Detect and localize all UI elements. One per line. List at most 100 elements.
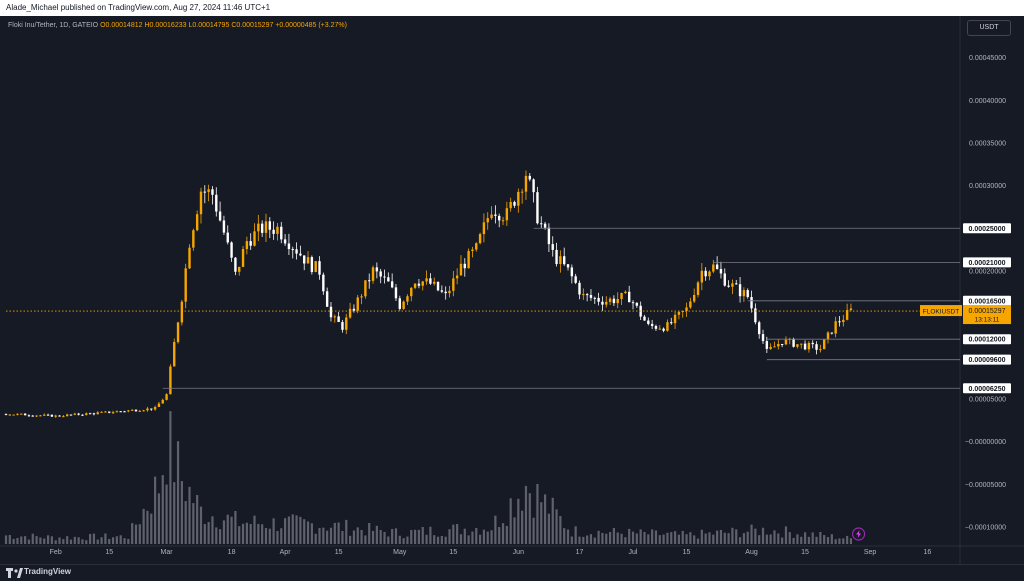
candle-body (471, 249, 474, 252)
candle-body (455, 275, 459, 279)
candle-body (268, 221, 272, 230)
volume-bar (670, 532, 673, 544)
level-label-box (963, 354, 1011, 365)
candle-body (108, 411, 111, 413)
volume-bar (299, 516, 302, 544)
volume-bar (295, 515, 298, 544)
candle-body (681, 310, 684, 312)
candle-body (773, 346, 776, 348)
volume-bar (280, 528, 283, 544)
volume-bar (773, 530, 776, 544)
countdown-label: 13:13:11 (975, 317, 1000, 324)
candle-body (406, 296, 409, 302)
volume-bar (704, 533, 707, 544)
price-chart[interactable]: 0.00045000 0.00040000 0.00035000 0.00030000… (0, 16, 1024, 564)
y-tick-label: 0.00035000 (969, 140, 1006, 147)
candle-body (379, 271, 382, 277)
volume-bar (138, 524, 141, 544)
x-tick-label: May (393, 549, 407, 556)
volume-bar (230, 516, 233, 544)
volume-bar (536, 483, 539, 544)
volume-bar (272, 518, 275, 544)
candle-body (394, 287, 398, 299)
legend-high: H0.00016233 (144, 22, 187, 29)
volume-bar (157, 493, 161, 544)
candle-body (490, 214, 493, 219)
volume-bar (150, 513, 153, 544)
candle-body (757, 322, 761, 335)
candle-body (509, 201, 512, 209)
candle-body (222, 220, 226, 233)
level-label-box (963, 223, 1011, 234)
volume-bar (459, 534, 463, 544)
volume-bar (406, 536, 409, 544)
volume-bar (735, 529, 738, 544)
volume-bar (111, 537, 115, 544)
chart-panel[interactable]: 0.00045000 0.00040000 0.00035000 0.00030000… (0, 16, 1024, 564)
volume-bar (708, 532, 711, 544)
candle-body (31, 415, 34, 417)
volume-bar (69, 539, 73, 544)
candle-body (161, 399, 164, 404)
volume-bar (452, 524, 455, 544)
volume-bar (123, 538, 126, 544)
level-label: 0.00009600 (969, 357, 1006, 364)
candle-body (467, 251, 470, 269)
volume-bar (203, 524, 206, 544)
candle-body (333, 316, 337, 318)
candle-body (16, 413, 19, 415)
candle-body (513, 201, 516, 206)
volume-bar (543, 494, 547, 544)
volume-bar (394, 528, 398, 544)
candle-body (226, 232, 229, 243)
volume-bar (823, 535, 826, 544)
candle-body (459, 263, 463, 276)
candle-body (501, 220, 505, 222)
candle-body (605, 301, 608, 305)
volume-bar (456, 524, 459, 544)
level-label: 0.00006250 (969, 386, 1006, 393)
candle-body (796, 344, 799, 347)
candle-body (448, 290, 451, 294)
candle-body (838, 321, 841, 323)
candle-body (73, 413, 77, 415)
candle-body (96, 412, 99, 415)
volume-bar (555, 509, 558, 544)
candle-body (704, 270, 707, 277)
candle-body (647, 320, 650, 324)
candle-body (50, 414, 54, 417)
volume-bar (463, 528, 466, 544)
volume-bar (547, 513, 551, 544)
candle-body (505, 208, 509, 221)
candle-body (696, 282, 700, 295)
volume-bar (127, 538, 130, 544)
legend-symbol: Floki Inu/Tether, 1D, GATEIO (8, 22, 99, 29)
candle-body (77, 413, 80, 415)
candle-body (624, 291, 627, 293)
x-tick-label: Mar (161, 549, 174, 556)
volume-bar (291, 514, 294, 544)
volume-bar (180, 481, 183, 544)
candle-body (325, 291, 329, 307)
volume-bar (788, 532, 791, 544)
candle-body (371, 267, 375, 281)
candle-body (211, 189, 214, 195)
candle-body (440, 290, 444, 292)
x-tick-label: Aug (745, 549, 758, 556)
candle-body (578, 282, 581, 295)
candle-body (241, 249, 245, 267)
volume-bar (326, 530, 329, 544)
candle-body (218, 211, 222, 221)
volume-bar (807, 536, 810, 544)
candle-body (777, 343, 780, 347)
volume-bar (758, 535, 761, 544)
candle-body (673, 314, 677, 324)
candle-body (12, 414, 15, 416)
candle-body (207, 189, 210, 193)
currency-button[interactable]: USDT (967, 20, 1011, 36)
candle-body (719, 268, 723, 274)
candle-body (830, 332, 834, 334)
volume-bar (647, 534, 650, 544)
volume-bar (100, 537, 103, 544)
volume-bar (433, 535, 436, 544)
